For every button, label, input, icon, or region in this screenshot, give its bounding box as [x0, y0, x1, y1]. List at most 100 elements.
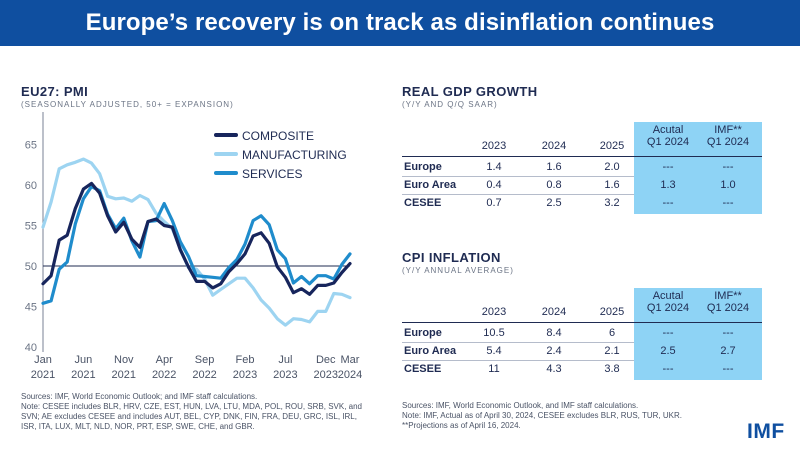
y-tick-label: 40: [25, 342, 37, 354]
series-line-manufacturing: [41, 157, 352, 327]
table-row: Euro Area 5.4 2.4 2.1 2.5 2.7: [402, 342, 762, 360]
table-row: CESEE 0.7 2.5 3.2 --- ---: [402, 194, 762, 212]
legend-label-manufacturing: MANUFACTURING: [242, 148, 347, 162]
quarterly-highlight: [634, 122, 762, 214]
table-cell: 0.4: [486, 179, 502, 191]
cpi-table-title: CPI INFLATION: [402, 250, 501, 265]
cpi-table-subtitle: (Y/Y ANNUAL AVERAGE): [402, 266, 514, 275]
x-tick-label-year: 2022: [192, 369, 216, 381]
table-cell: 1.3: [660, 179, 676, 191]
x-tick-label-month: Sep: [195, 354, 215, 366]
x-tick-label-year: 2021: [112, 369, 136, 381]
quarter-column-header: IMF** Q1 2024: [698, 124, 758, 148]
table-cell: 1.4: [486, 161, 502, 173]
x-tick-label-month: Jul: [278, 354, 292, 366]
x-tick-label-month: Nov: [114, 354, 134, 366]
header-rule: [402, 156, 762, 157]
table-row: Europe 10.5 8.4 6 --- ---: [402, 324, 762, 342]
row-label: Euro Area: [404, 179, 457, 191]
x-tick-label-month: Mar: [341, 354, 360, 366]
table-cell: 2.5: [546, 197, 562, 209]
x-tick-label-month: Feb: [235, 354, 254, 366]
gdp-table-title: REAL GDP GROWTH: [402, 84, 538, 99]
chart-note-line: ISR, ITA, LUX, MLT, NLD, NOR, PRT, ESP, …: [21, 422, 255, 431]
quarterly-highlight: [634, 288, 762, 380]
table-cell: 4.3: [546, 363, 562, 375]
table-row: Europe 1.4 1.6 2.0 --- ---: [402, 158, 762, 176]
column-header: 2024: [541, 306, 567, 318]
column-header: 2023: [481, 140, 507, 152]
chart-subtitle: (SEASONALLY ADJUSTED, 50+ = EXPANSION): [21, 100, 234, 109]
x-tick-label-year: 2023: [314, 369, 338, 381]
quarter-column-header: IMF** Q1 2024: [698, 290, 758, 314]
row-label: Europe: [404, 161, 442, 173]
column-header: 2025: [599, 140, 625, 152]
x-tick-label-year: 2022: [152, 369, 176, 381]
table-cell: ---: [662, 161, 674, 173]
row-rule: [402, 176, 634, 177]
row-label: CESEE: [404, 363, 442, 375]
table-cell: 2.7: [720, 345, 736, 357]
column-header: 2024: [541, 140, 567, 152]
table-note-line: Note: IMF, Actual as of April 30, 2024, …: [402, 411, 682, 420]
table-row: Euro Area 0.4 0.8 1.6 1.3 1.0: [402, 176, 762, 194]
quarter-header-line2: Q1 2024: [646, 302, 690, 314]
chart-title: EU27: PMI: [21, 84, 89, 99]
x-tick-label-year: 2021: [31, 369, 55, 381]
table-cell: ---: [722, 161, 734, 173]
y-tick-label: 60: [25, 180, 37, 192]
legend-label-services: SERVICES: [242, 167, 302, 181]
x-tick-label-year: 2021: [71, 369, 95, 381]
header-rule: [402, 322, 762, 323]
table-cell: 2.1: [604, 345, 620, 357]
row-label: CESEE: [404, 197, 442, 209]
table-cell: 8.4: [546, 327, 562, 339]
quarter-column-header: Acutal Q1 2024: [638, 124, 698, 148]
series-line-composite: [41, 181, 352, 296]
quarter-header-line1: Acutal: [652, 124, 684, 136]
table-cell: 2.5: [660, 345, 676, 357]
table-cell: ---: [722, 327, 734, 339]
pmi-line-chart: 40 45 50 55 60 65 Jan 2021 Jun 2021 Nov 2021 Apr 2022…: [25, 112, 362, 381]
quarter-header-line1: Acutal: [652, 290, 684, 302]
table-source-notes: Sources: IMF, World Economic Outlook, an…: [402, 401, 742, 431]
quarter-header-line1: IMF**: [714, 124, 742, 136]
column-header: 2025: [599, 306, 625, 318]
row-label: Euro Area: [404, 345, 457, 357]
table-cell: 10.5: [483, 327, 505, 339]
column-header: 2023: [481, 306, 507, 318]
table-cell: ---: [662, 363, 674, 375]
gdp-table-subtitle: (Y/Y AND Q/Q SAAR): [402, 100, 498, 109]
x-tick-label-month: Dec: [316, 354, 336, 366]
quarter-header-line2: Q1 2024: [706, 136, 750, 148]
y-tick-label: 55: [25, 221, 37, 233]
x-tick-label-year: 2023: [273, 369, 297, 381]
chart-note-line: Note: CESEE includes BLR, HRV, CZE, EST,…: [21, 402, 363, 411]
x-tick-label-year: 2024: [338, 369, 362, 381]
quarter-header-line1: IMF**: [714, 290, 742, 302]
cpi-table: 2023 2024 2025 Acutal Q1 2024 IMF** Q1 2024 Eur…: [402, 288, 762, 380]
chart-note-line: SVN; AE excludes CESEE and includes AUT,…: [21, 412, 357, 421]
x-tick-label-month: Jan: [34, 354, 52, 366]
imf-logo: IMF: [747, 420, 785, 443]
quarter-header-line2: Q1 2024: [706, 302, 750, 314]
y-tick-label: 45: [25, 302, 37, 314]
table-cell: ---: [722, 197, 734, 209]
table-note-line: **Projections as of April 16, 2024.: [402, 421, 521, 430]
page-title: Europe’s recovery is on track as disinfl…: [85, 9, 715, 36]
row-rule: [402, 342, 634, 343]
header-banner: Europe’s recovery is on track as disinfl…: [0, 0, 800, 46]
x-tick-label-year: 2023: [233, 369, 257, 381]
chart-note-line: Sources: IMF, World Economic Outlook; an…: [21, 392, 258, 401]
row-rule: [402, 194, 634, 195]
gdp-table: 2023 2024 2025 Acutal Q1 2024 IMF** Q1 2024 Eur…: [402, 122, 762, 214]
row-rule: [402, 360, 634, 361]
y-tick-label: 50: [25, 261, 37, 273]
row-label: Europe: [404, 327, 442, 339]
y-tick-label: 65: [25, 140, 37, 152]
table-cell: ---: [662, 327, 674, 339]
table-cell: 0.8: [546, 179, 562, 191]
table-cell: 2.0: [604, 161, 620, 173]
chart-source-notes: Sources: IMF, World Economic Outlook; an…: [21, 392, 391, 432]
x-tick-label-month: Jun: [75, 354, 93, 366]
